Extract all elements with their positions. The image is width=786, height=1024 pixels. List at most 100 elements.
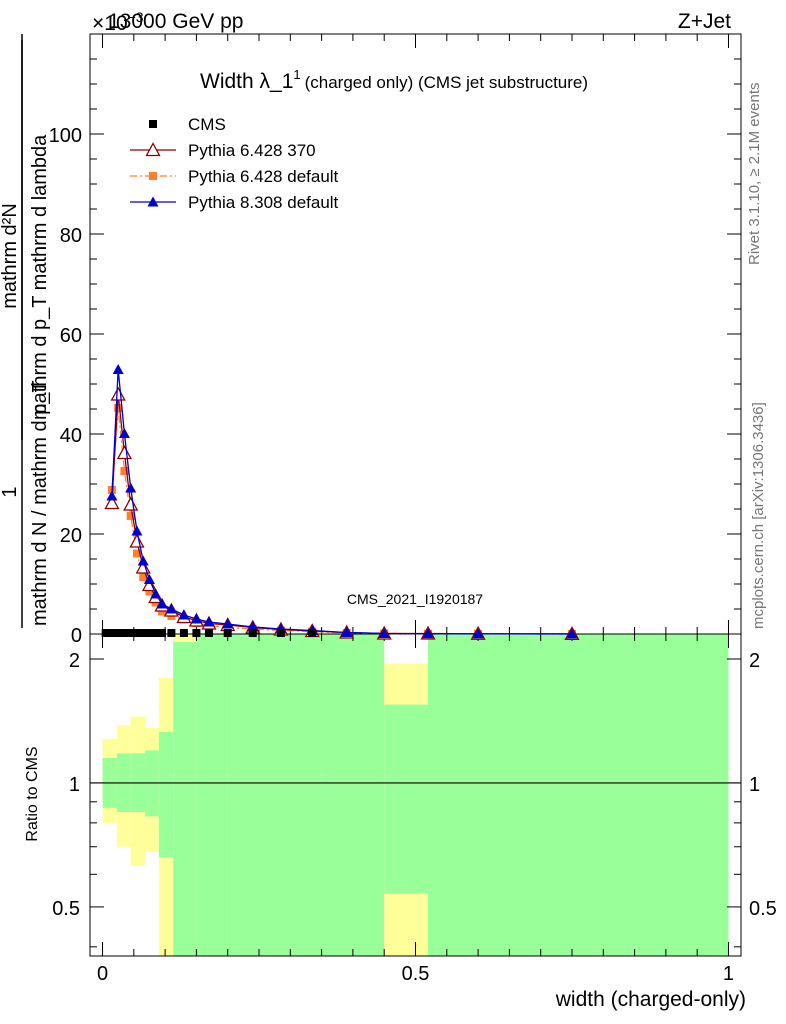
data-point [114, 629, 123, 637]
ratio-y-tick-label-right: 1 [749, 774, 760, 796]
analysis-id: CMS_2021_I1920187 [347, 591, 483, 607]
data-point [107, 629, 116, 637]
main-ylabel: 1 mathrm d N / mathrm d p_T mathrm d²N m… [0, 34, 51, 628]
main-axes: 0 20 40 60 80 100 [49, 34, 741, 647]
ratio-ylabel: Ratio to CMS [24, 746, 41, 841]
band-inner-8 [321, 634, 385, 956]
data-point [125, 482, 137, 493]
data-point [276, 629, 285, 637]
series-line [111, 407, 572, 635]
series-line [111, 394, 572, 635]
legend-marker [145, 142, 161, 157]
x-tick-label: 1 [723, 963, 734, 985]
data-point [143, 574, 155, 584]
series-2 [107, 404, 576, 638]
legend-marker [149, 120, 157, 128]
data-point [129, 533, 145, 548]
data-point [167, 629, 176, 637]
legend: CMS Pythia 6.428 370 Pythia 6.428 default P… [130, 115, 339, 212]
band-inner-10 [428, 634, 729, 956]
legend-label: Pythia 6.428 370 [188, 141, 316, 160]
ratio-y-tick-label-right: 0.5 [749, 898, 777, 920]
series-0 [101, 629, 317, 637]
series-3 [106, 364, 578, 639]
data-point [104, 495, 120, 510]
data-point [422, 628, 434, 639]
data-point [132, 629, 141, 637]
data-point [308, 629, 317, 637]
rivet-version-label: Rivet 3.1.10, ≥ 2.1M events [746, 83, 763, 266]
ratio-y-tick-label-left: 0.5 [52, 898, 80, 920]
ratio-y-tick-label-right: 2 [749, 650, 760, 672]
data-point [145, 629, 154, 637]
ratio-bands [90, 634, 741, 956]
legend-marker [147, 196, 159, 207]
data-point [116, 445, 133, 460]
y-tick-label: 20 [60, 525, 82, 547]
band-inner-6 [196, 634, 228, 956]
ylabel-numerator: mathrm d²N [0, 203, 21, 309]
band-inner-4 [158, 731, 174, 858]
process-label: Z+Jet [678, 10, 731, 33]
data-point [222, 618, 234, 629]
data-point [566, 628, 578, 639]
ylabel-denominator: mathrm d p_T mathrm d lambda [29, 134, 51, 420]
band-inner-9 [384, 704, 429, 894]
legend-marker [149, 172, 157, 180]
data-point [156, 598, 168, 609]
ratio-y-tick-label-left: 2 [69, 650, 80, 672]
chart-title: Width λ_11 (charged only) (CMS jet substr… [200, 67, 588, 93]
legend-label: CMS [188, 115, 226, 134]
ylabel-prefix-numerator: 1 [0, 486, 21, 497]
data-point [120, 467, 129, 475]
data-point [131, 525, 143, 536]
data-point [137, 555, 149, 566]
exponent-label: ×10−3 [92, 9, 144, 35]
band-inner-5 [173, 641, 197, 956]
data-point [114, 404, 123, 412]
energy-label: 13000 GeV pp [108, 10, 243, 33]
data-point [139, 629, 148, 637]
data-point [101, 629, 110, 637]
y-tick-label: 80 [60, 225, 82, 247]
data-point [151, 629, 160, 637]
data-point [126, 629, 135, 637]
ratio-y-tick-label-left: 1 [69, 774, 80, 796]
data-point [112, 364, 124, 374]
data-point [120, 629, 129, 637]
x-tick-label: 0 [97, 963, 108, 985]
data-point [472, 628, 484, 639]
data-series [101, 364, 580, 641]
data-point [190, 613, 202, 624]
data-point [150, 588, 162, 599]
series-line [111, 369, 572, 635]
data-point [110, 386, 126, 401]
data-point [203, 616, 215, 627]
data-point [192, 629, 201, 637]
data-point [118, 428, 130, 438]
data-point [132, 549, 141, 558]
y-tick-label: 60 [60, 325, 82, 347]
data-point [165, 603, 177, 614]
data-point [378, 628, 390, 638]
ratio-axes: 0 0.5 1 0.5 0.5 1 1 2 2 [52, 634, 777, 985]
data-point [179, 629, 188, 637]
x-tick-label: 0.5 [402, 963, 430, 985]
data-point [204, 629, 213, 637]
y-tick-label: 100 [49, 125, 82, 147]
data-point [157, 629, 166, 637]
xlabel: width (charged-only) [555, 988, 746, 1011]
data-point [126, 512, 135, 520]
legend-label: Pythia 8.308 default [188, 193, 339, 212]
data-point [341, 627, 353, 637]
data-point [106, 490, 118, 501]
band-inner-7 [227, 634, 322, 956]
mcplots-label: mcplots.cern.ch [arXiv:1306.3436] [750, 402, 767, 629]
data-point [145, 587, 154, 596]
series-1 [104, 386, 580, 641]
data-point [223, 629, 232, 637]
data-point [248, 629, 257, 637]
data-point [123, 496, 139, 511]
y-tick-label: 40 [60, 425, 82, 447]
